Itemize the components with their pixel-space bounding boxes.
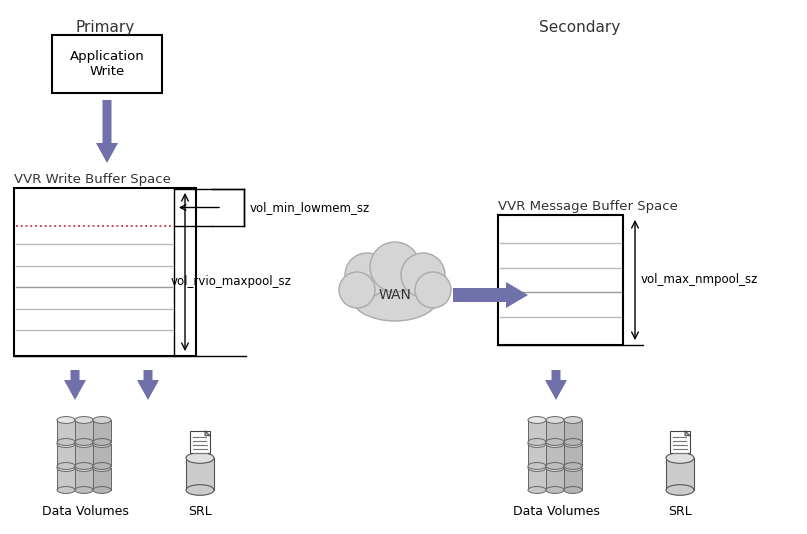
- Bar: [75, 444, 93, 466]
- Ellipse shape: [350, 269, 440, 321]
- Bar: [564, 444, 582, 466]
- Text: vol_min_lowmem_sz: vol_min_lowmem_sz: [250, 201, 370, 214]
- Ellipse shape: [528, 465, 546, 472]
- Ellipse shape: [546, 465, 564, 472]
- Bar: [564, 468, 582, 490]
- Ellipse shape: [93, 417, 111, 423]
- Text: Primary: Primary: [75, 20, 135, 35]
- Bar: [564, 420, 582, 442]
- Bar: [93, 468, 111, 490]
- Ellipse shape: [528, 438, 546, 445]
- Bar: [528, 444, 546, 466]
- Ellipse shape: [93, 438, 111, 445]
- Bar: [186, 458, 214, 490]
- Ellipse shape: [564, 465, 582, 472]
- Text: SRL: SRL: [668, 505, 692, 518]
- Bar: [546, 420, 564, 442]
- FancyArrow shape: [96, 100, 118, 163]
- Ellipse shape: [666, 485, 694, 496]
- Ellipse shape: [93, 462, 111, 469]
- Bar: [666, 458, 694, 490]
- Bar: [52, 35, 162, 93]
- Text: Data Volumes: Data Volumes: [512, 505, 600, 518]
- Ellipse shape: [564, 417, 582, 423]
- Ellipse shape: [57, 486, 75, 493]
- Circle shape: [401, 253, 445, 297]
- Bar: [546, 468, 564, 490]
- Text: VVR Write Buffer Space: VVR Write Buffer Space: [14, 173, 171, 186]
- Ellipse shape: [546, 417, 564, 423]
- FancyArrow shape: [137, 370, 159, 400]
- Ellipse shape: [528, 441, 546, 447]
- Ellipse shape: [528, 462, 546, 469]
- Text: Data Volumes: Data Volumes: [42, 505, 128, 518]
- Ellipse shape: [564, 486, 582, 493]
- Ellipse shape: [546, 462, 564, 469]
- Ellipse shape: [528, 486, 546, 493]
- Circle shape: [345, 253, 389, 297]
- Bar: [57, 420, 75, 442]
- Ellipse shape: [75, 441, 93, 447]
- Ellipse shape: [57, 417, 75, 423]
- Text: vol_max_nmpool_sz: vol_max_nmpool_sz: [641, 273, 759, 287]
- Ellipse shape: [186, 485, 214, 496]
- Bar: [57, 444, 75, 466]
- Bar: [57, 468, 75, 490]
- Text: WAN: WAN: [378, 288, 412, 302]
- Ellipse shape: [57, 441, 75, 447]
- Ellipse shape: [75, 465, 93, 472]
- Circle shape: [415, 272, 451, 308]
- Ellipse shape: [546, 486, 564, 493]
- Ellipse shape: [93, 486, 111, 493]
- Polygon shape: [685, 431, 690, 436]
- Bar: [528, 420, 546, 442]
- Ellipse shape: [57, 465, 75, 472]
- Text: VVR Message Buffer Space: VVR Message Buffer Space: [498, 200, 678, 213]
- Ellipse shape: [186, 453, 214, 464]
- Ellipse shape: [75, 438, 93, 445]
- Ellipse shape: [546, 438, 564, 445]
- Bar: [75, 468, 93, 490]
- Bar: [93, 444, 111, 466]
- FancyArrow shape: [545, 370, 567, 400]
- Bar: [14, 188, 196, 356]
- Bar: [528, 468, 546, 490]
- FancyArrow shape: [64, 370, 86, 400]
- Ellipse shape: [57, 462, 75, 469]
- Ellipse shape: [666, 453, 694, 464]
- Ellipse shape: [57, 438, 75, 445]
- Ellipse shape: [75, 417, 93, 423]
- Circle shape: [339, 272, 375, 308]
- Bar: [546, 444, 564, 466]
- Ellipse shape: [93, 465, 111, 472]
- Text: Application
Write: Application Write: [69, 50, 144, 78]
- Bar: [93, 420, 111, 442]
- Bar: [75, 420, 93, 442]
- Ellipse shape: [564, 438, 582, 445]
- Bar: [498, 215, 623, 345]
- Text: vol_rvio_maxpool_sz: vol_rvio_maxpool_sz: [171, 276, 292, 288]
- Ellipse shape: [564, 441, 582, 447]
- FancyArrow shape: [453, 282, 528, 308]
- Ellipse shape: [528, 417, 546, 423]
- Ellipse shape: [75, 486, 93, 493]
- Ellipse shape: [75, 462, 93, 469]
- Circle shape: [370, 242, 420, 292]
- Ellipse shape: [93, 441, 111, 447]
- Ellipse shape: [546, 441, 564, 447]
- Polygon shape: [205, 431, 210, 436]
- Text: SRL: SRL: [188, 505, 212, 518]
- Text: Secondary: Secondary: [539, 20, 621, 35]
- Bar: [670, 431, 690, 453]
- Bar: [190, 431, 210, 453]
- Ellipse shape: [564, 462, 582, 469]
